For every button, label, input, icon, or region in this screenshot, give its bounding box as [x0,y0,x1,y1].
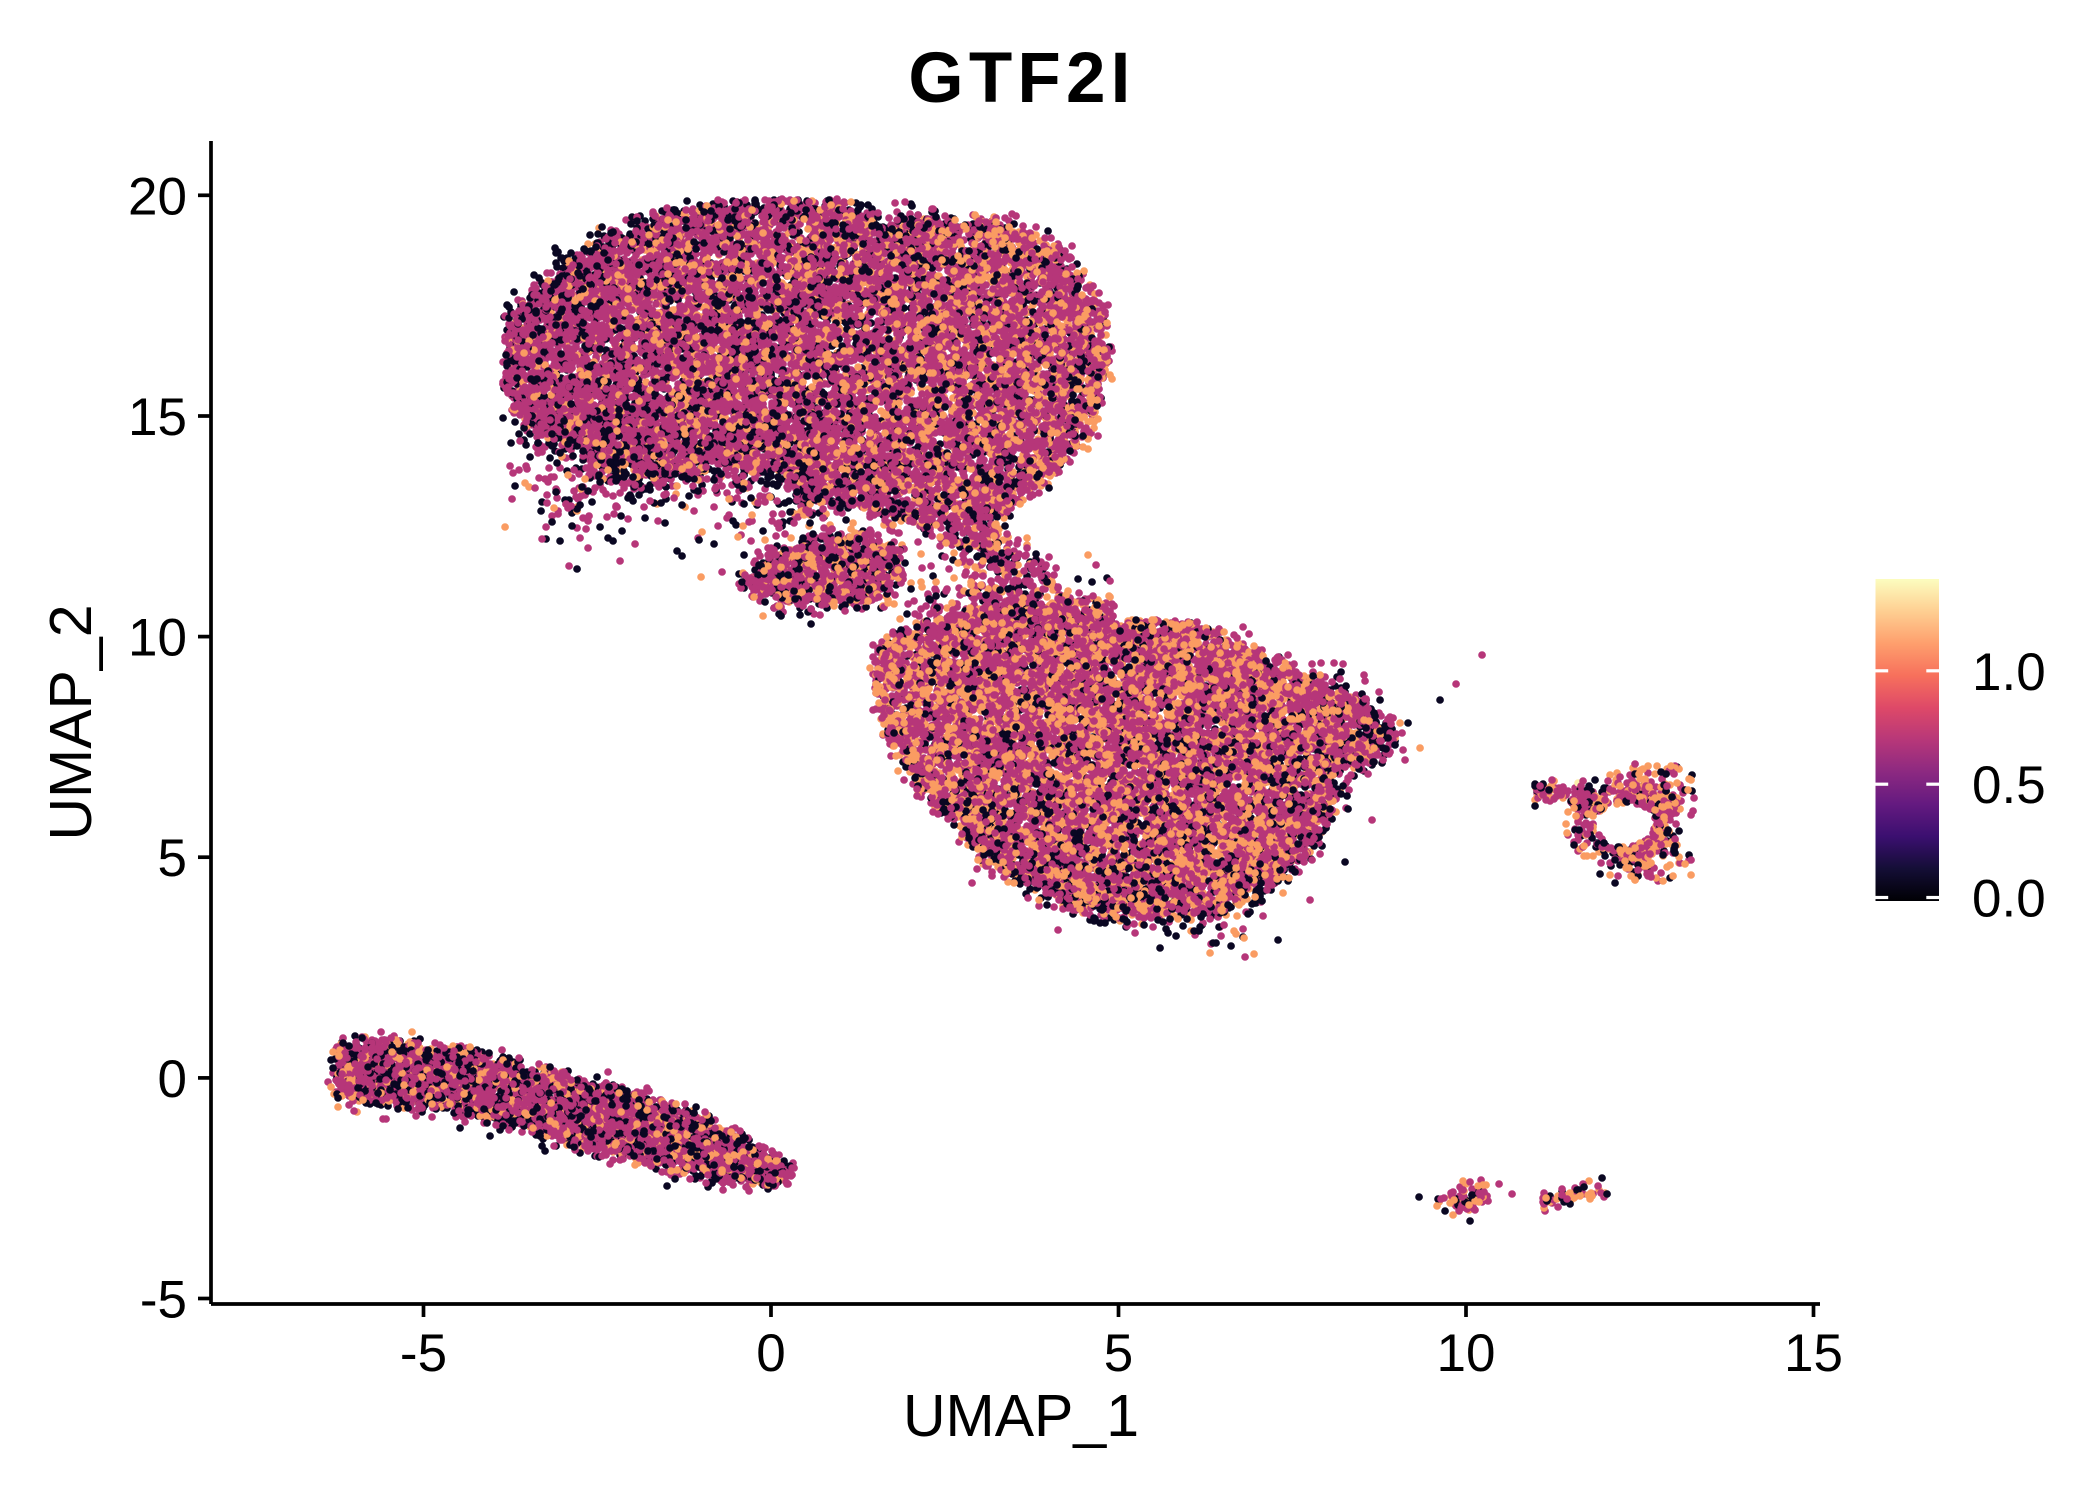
svg-text:1.0: 1.0 [1972,643,2046,702]
svg-text:UMAP_2: UMAP_2 [38,604,104,840]
svg-text:15: 15 [1784,1324,1843,1383]
svg-text:GTF2I: GTF2I [908,39,1135,118]
svg-text:-5: -5 [400,1324,447,1383]
svg-text:-5: -5 [140,1271,187,1330]
svg-text:20: 20 [128,167,187,226]
svg-text:10: 10 [128,609,187,668]
svg-text:0: 0 [756,1324,785,1383]
svg-text:0: 0 [158,1050,187,1109]
svg-text:15: 15 [128,388,187,447]
svg-text:0.5: 0.5 [1972,756,2046,815]
svg-text:10: 10 [1437,1324,1496,1383]
svg-text:5: 5 [158,829,187,888]
svg-text:UMAP_1: UMAP_1 [903,1383,1139,1449]
svg-text:5: 5 [1104,1324,1133,1383]
svg-text:0.0: 0.0 [1972,870,2046,929]
